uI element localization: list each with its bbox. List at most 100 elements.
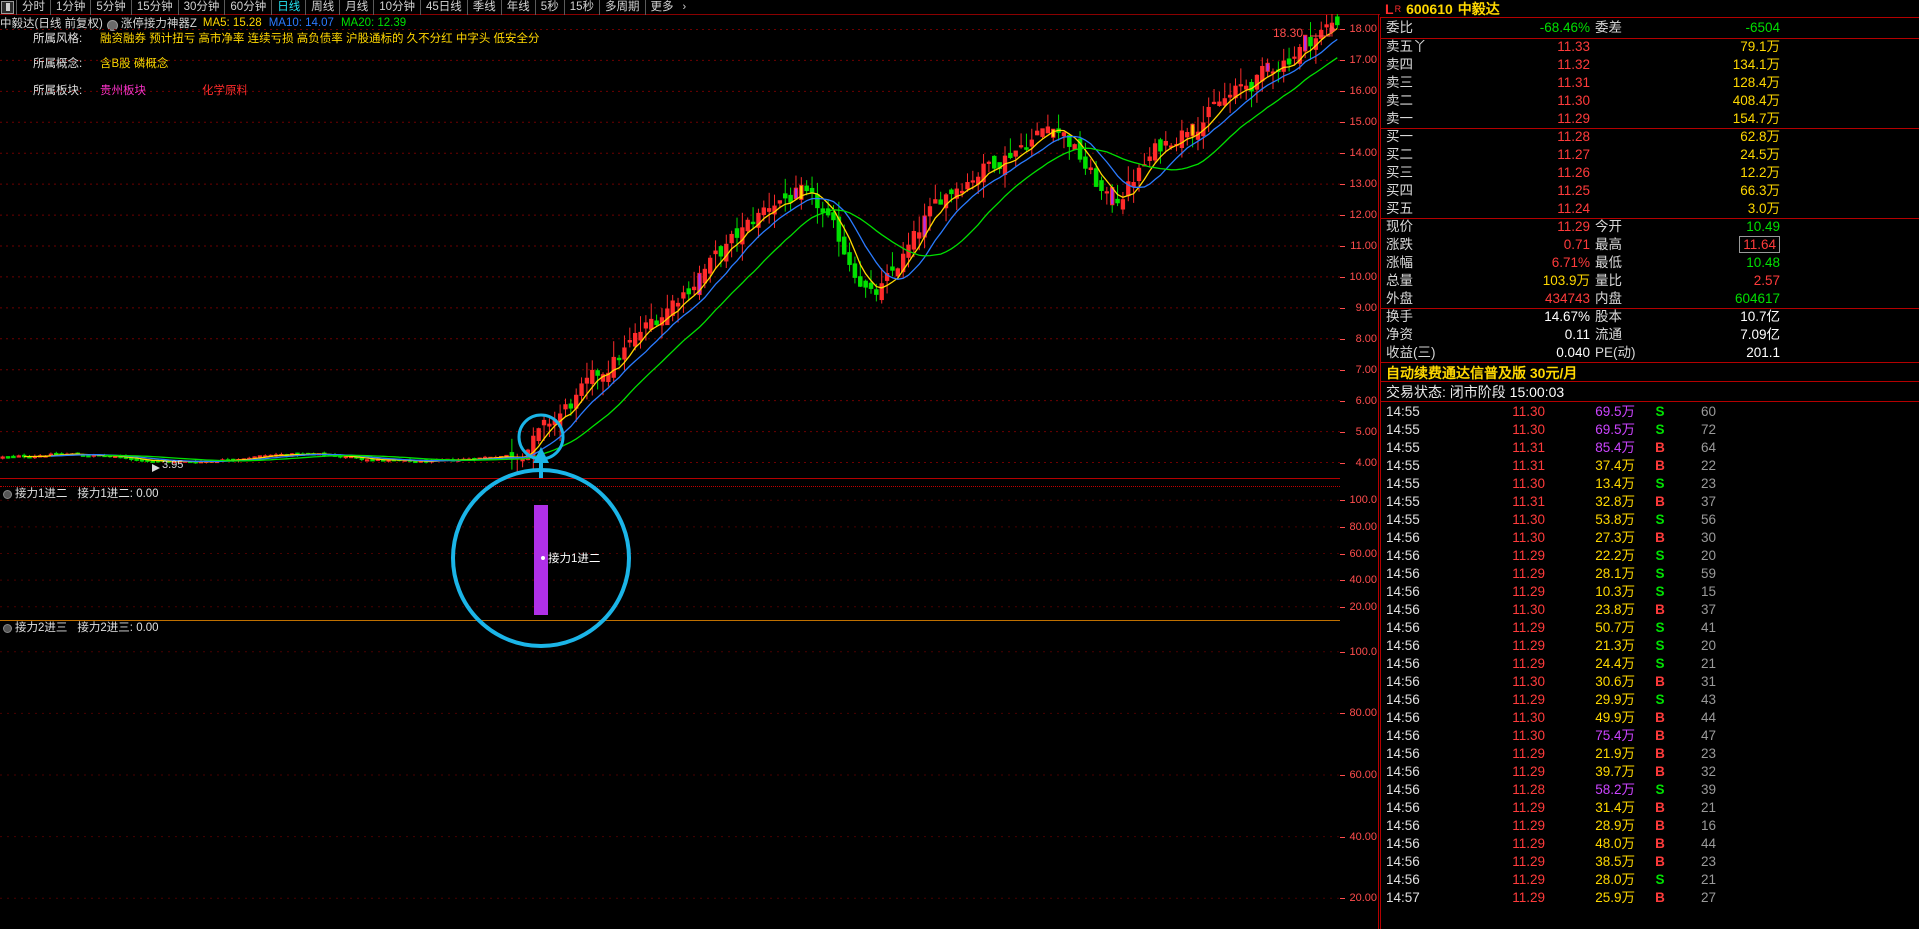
quote-title-bar: L R 600610 中毅达 <box>1380 0 1919 18</box>
ask-row[interactable]: 卖五丫 11.33 79.1万 <box>1380 38 1919 56</box>
tick-row[interactable]: 14:56 11.30 49.9万 B 44 <box>1380 709 1919 727</box>
axis-tick <box>1340 60 1345 62</box>
period-tab-1分钟[interactable]: 1分钟 <box>50 0 90 15</box>
period-tab-周线[interactable]: 周线 <box>305 0 339 15</box>
tick-volume: 22.2万 <box>1595 548 1635 563</box>
chart-quote-divider <box>1378 14 1379 929</box>
info-value-sector-region[interactable]: 贵州板块 <box>100 85 146 97</box>
tick-row[interactable]: 14:55 11.31 37.4万 B 22 <box>1380 457 1919 475</box>
subpanel-jieli-2-3[interactable]: 接力2进三 接力2进三: 0.00 <box>0 621 1340 929</box>
period-tab-年线[interactable]: 年线 <box>500 0 535 15</box>
info-value-sector-industry[interactable]: 化学原料 <box>202 85 248 97</box>
period-tab-日线[interactable]: 日线 <box>271 0 305 15</box>
bid-row[interactable]: 买二 11.27 24.5万 <box>1380 146 1919 164</box>
period-tab-多周期[interactable]: 多周期 <box>599 0 645 15</box>
tick-row[interactable]: 14:56 11.29 28.9万 B 16 <box>1380 817 1919 835</box>
tick-time: 14:56 <box>1386 872 1420 887</box>
tick-list[interactable]: 14:55 11.30 69.5万 S 60 14:55 11.30 69.5万 S 72 14:5… <box>1380 403 1919 907</box>
tick-count: 44 <box>1700 710 1716 725</box>
indicator-name[interactable]: 涨停接力神器Z <box>120 18 197 30</box>
panel-toggle-icon[interactable] <box>3 489 12 499</box>
tick-row[interactable]: 14:56 11.29 38.5万 B 23 <box>1380 853 1919 871</box>
axis-tick <box>1340 836 1345 838</box>
tick-count: 44 <box>1700 836 1716 851</box>
tick-count: 23 <box>1700 746 1716 761</box>
main-candlestick-chart[interactable] <box>0 14 1340 478</box>
window-icon[interactable] <box>1 0 14 14</box>
tick-row[interactable]: 14:55 11.30 53.8万 S 56 <box>1380 511 1919 529</box>
bid-row[interactable]: 买四 11.25 66.3万 <box>1380 182 1919 200</box>
tick-row[interactable]: 14:56 11.30 27.3万 B 30 <box>1380 529 1919 547</box>
bid-row[interactable]: 买三 11.26 12.2万 <box>1380 164 1919 182</box>
subpanel1-svg <box>0 499 1340 615</box>
period-tab-10分钟[interactable]: 10分钟 <box>373 0 420 15</box>
ask-row[interactable]: 卖四 11.32 134.1万 <box>1380 56 1919 74</box>
chevron-right-icon[interactable]: › <box>682 1 687 13</box>
panel-toggle-icon-2[interactable] <box>3 623 12 633</box>
period-tab-季线[interactable]: 季线 <box>466 0 501 15</box>
price-axis-sub1[interactable]: 100.0 80.00 60.00 40.00 20.00 <box>1340 487 1380 620</box>
tick-row[interactable]: 14:56 11.29 21.3万 S 20 <box>1380 637 1919 655</box>
tick-row[interactable]: 14:55 11.31 85.4万 B 64 <box>1380 439 1919 457</box>
tick-count: 27 <box>1700 890 1716 905</box>
ask-row[interactable]: 卖一 11.29 154.7万 <box>1380 110 1919 128</box>
bid-row[interactable]: 买一 11.28 62.8万 <box>1380 128 1919 146</box>
tick-row[interactable]: 14:56 11.30 23.8万 B 37 <box>1380 601 1919 619</box>
period-tab-月线[interactable]: 月线 <box>339 0 373 15</box>
bid-levels[interactable]: 买一 11.28 62.8万 买二 11.27 24.5万 买三 11.26 12.2万 买四 11… <box>1380 128 1919 219</box>
tick-direction: B <box>1655 854 1665 869</box>
fundamental-value-right: 7.09亿 <box>1740 327 1780 342</box>
tick-row[interactable]: 14:56 11.30 30.6万 B 31 <box>1380 673 1919 691</box>
tick-row[interactable]: 14:56 11.29 31.4万 B 21 <box>1380 799 1919 817</box>
period-tab-30分钟[interactable]: 30分钟 <box>177 0 225 15</box>
tick-row[interactable]: 14:55 11.30 69.5万 S 72 <box>1380 421 1919 439</box>
price-axis-sub2[interactable]: 100.0 80.00 60.00 40.00 20.00 <box>1340 621 1380 929</box>
globe-icon[interactable] <box>106 19 118 31</box>
tick-row[interactable]: 14:55 11.30 69.5万 S 60 <box>1380 403 1919 421</box>
tick-volume: 69.5万 <box>1595 404 1635 419</box>
tick-price: 11.29 <box>1512 854 1545 869</box>
tick-row[interactable]: 14:56 11.29 24.4万 S 21 <box>1380 655 1919 673</box>
period-tab-15分钟[interactable]: 15分钟 <box>130 0 178 15</box>
tick-price: 11.30 <box>1512 530 1545 545</box>
ask-levels[interactable]: 卖五丫 11.33 79.1万 卖四 11.32 134.1万 卖三 11.31 128.4万卖… <box>1380 38 1919 129</box>
stock-code: 600610 <box>1406 0 1453 17</box>
status-time: 15:00:03 <box>1509 384 1565 400</box>
tick-row[interactable]: 14:56 11.29 28.0万 S 21 <box>1380 871 1919 889</box>
tick-row[interactable]: 14:56 11.29 29.9万 S 43 <box>1380 691 1919 709</box>
tick-price: 11.30 <box>1512 602 1545 617</box>
weicha-label: 委差 <box>1595 20 1622 35</box>
period-tab-45日线[interactable]: 45日线 <box>420 0 467 15</box>
candlestick-svg <box>0 14 1340 478</box>
tick-row[interactable]: 14:55 11.31 32.8万 B 37 <box>1380 493 1919 511</box>
tick-row[interactable]: 14:56 11.29 22.2万 S 20 <box>1380 547 1919 565</box>
period-tab-15秒[interactable]: 15秒 <box>563 0 599 15</box>
subpanel-jieli-1-2[interactable]: 接力1进二 接力1进二: 0.00 <box>0 487 1340 620</box>
bid-row[interactable]: 买五 11.24 3.0万 <box>1380 200 1919 218</box>
period-tab-5分钟[interactable]: 5分钟 <box>90 0 130 15</box>
tick-row[interactable]: 14:56 11.29 39.7万 B 32 <box>1380 763 1919 781</box>
stat-row: 外盘 434743 内盘 604617 <box>1380 290 1919 308</box>
tick-row[interactable]: 14:56 11.29 28.1万 S 59 <box>1380 565 1919 583</box>
period-tab-5秒[interactable]: 5秒 <box>534 0 564 15</box>
tick-row[interactable]: 14:57 11.29 25.9万 B 27 <box>1380 889 1919 907</box>
period-tab-更多[interactable]: 更多 <box>644 0 679 15</box>
ask-row[interactable]: 卖三 11.31 128.4万 <box>1380 74 1919 92</box>
axis-tick <box>1340 462 1345 464</box>
axis-tick <box>1340 500 1345 502</box>
price-axis-main[interactable]: 18.00 17.00 16.00 15.00 14.00 13.00 12.00 11.00… <box>1340 14 1380 478</box>
tick-time: 14:56 <box>1386 764 1420 779</box>
tick-row[interactable]: 14:55 11.30 13.4万 S 23 <box>1380 475 1919 493</box>
tick-row[interactable]: 14:56 11.29 21.9万 B 23 <box>1380 745 1919 763</box>
tick-row[interactable]: 14:56 11.29 50.7万 S 41 <box>1380 619 1919 637</box>
tick-price: 11.30 <box>1512 476 1545 491</box>
tick-direction: B <box>1655 458 1665 473</box>
period-tab-60分钟[interactable]: 60分钟 <box>224 0 271 15</box>
tick-row[interactable]: 14:56 11.30 75.4万 B 47 <box>1380 727 1919 745</box>
tick-row[interactable]: 14:56 11.28 58.2万 S 39 <box>1380 781 1919 799</box>
ask-row[interactable]: 卖二 11.30 408.4万 <box>1380 92 1919 110</box>
promo-banner[interactable]: 自动续费通达信普及版 30元/月 <box>1380 362 1919 382</box>
tick-row[interactable]: 14:56 11.29 48.0万 B 44 <box>1380 835 1919 853</box>
period-tab-分时[interactable]: 分时 <box>16 0 50 15</box>
tick-row[interactable]: 14:56 11.29 10.3万 S 15 <box>1380 583 1919 601</box>
